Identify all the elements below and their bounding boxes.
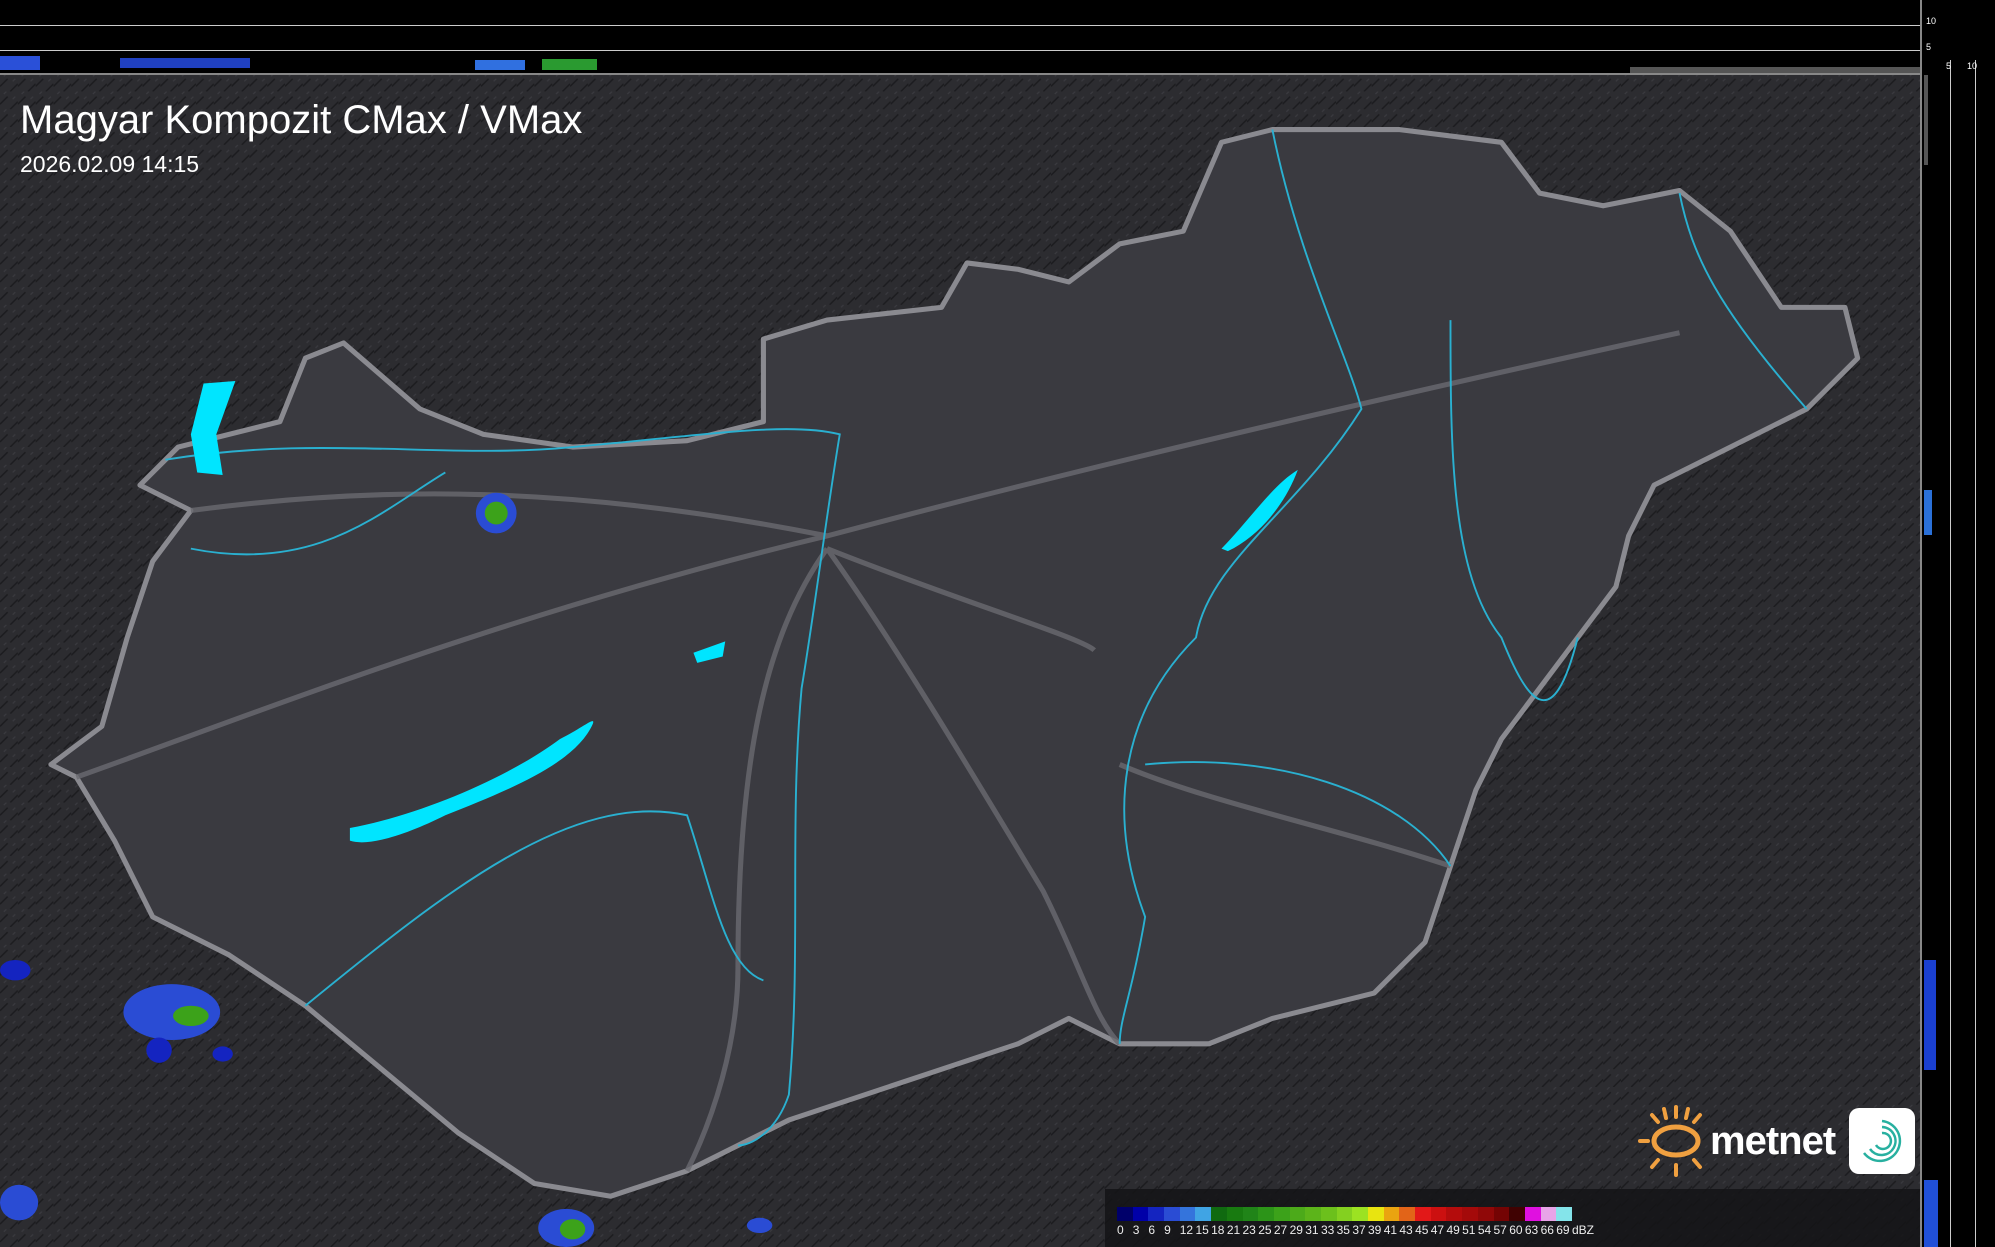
legend-swatch	[1179, 1207, 1196, 1221]
legend-label: 43	[1399, 1223, 1413, 1237]
legend-swatch	[1226, 1207, 1243, 1221]
legend-swatch	[1368, 1207, 1384, 1221]
lake-ferto	[190, 381, 236, 475]
legend-swatch	[1258, 1207, 1274, 1221]
legend-label: 37	[1352, 1223, 1366, 1237]
legend-swatch	[1289, 1207, 1306, 1221]
legend-label: 35	[1336, 1223, 1350, 1237]
lakes	[190, 381, 1298, 843]
echo-strip	[120, 58, 250, 68]
scale-line-10	[0, 25, 1920, 26]
radar-map[interactable]	[0, 75, 1920, 1247]
legend-swatch	[1462, 1207, 1478, 1221]
legend-swatch	[1540, 1207, 1557, 1221]
legend-swatch	[1399, 1207, 1416, 1221]
legend-label: 69	[1556, 1223, 1570, 1237]
legend-swatch	[1524, 1207, 1541, 1221]
terrain-strip	[1630, 67, 1920, 73]
legend-label: 60	[1509, 1223, 1523, 1237]
legend-swatch	[1336, 1207, 1353, 1221]
scale-label: 5	[1926, 42, 1932, 52]
legend-swatch	[1493, 1207, 1510, 1221]
radar-echoes	[0, 492, 773, 1247]
legend-swatch	[1477, 1207, 1494, 1221]
legend-label: 47	[1430, 1223, 1445, 1237]
legend-label: 15	[1195, 1223, 1209, 1237]
dbz-color-legend: 0 3 6 9 12 15 18 21 23 25 27 29 31 33 35 37 39 41 43 45 47 49…	[1105, 1189, 1920, 1247]
swirl-logo-icon	[1849, 1108, 1916, 1174]
legend-swatch	[1320, 1207, 1337, 1221]
legend-swatch	[1352, 1207, 1368, 1221]
page-title: Magyar Kompozit CMax / VMax	[20, 98, 583, 142]
legend-label: 29	[1289, 1223, 1303, 1237]
legend-label: 41	[1383, 1223, 1398, 1237]
legend-label: 21	[1226, 1223, 1241, 1237]
scale-label: 5	[1946, 61, 1952, 71]
legend-swatch	[1132, 1207, 1149, 1221]
legend-swatch	[1556, 1207, 1572, 1221]
scale-line-5	[0, 50, 1920, 51]
legend-swatch	[1415, 1207, 1431, 1221]
legend-label: 66	[1540, 1223, 1554, 1237]
legend-label: 39	[1368, 1223, 1382, 1237]
echo-strip	[1924, 960, 1936, 1070]
echo-strip	[475, 60, 525, 70]
echo-strip	[0, 56, 40, 70]
legend-swatch	[1430, 1207, 1447, 1221]
lake-velence	[693, 641, 726, 663]
legend-swatch	[1273, 1207, 1290, 1221]
scale-line-10	[1975, 60, 1976, 1247]
scale-label: 10	[1967, 61, 1978, 71]
legend-label: 0	[1117, 1223, 1124, 1237]
timestamp: 2026.02.09 14:15	[20, 151, 200, 177]
legend-swatch	[1509, 1207, 1525, 1221]
legend-label: 6	[1148, 1223, 1156, 1237]
metnet-logo: metnet	[1638, 1103, 1916, 1179]
legend-swatch	[1195, 1207, 1212, 1221]
scale-label: 10	[1926, 16, 1937, 26]
legend-label: 54	[1477, 1223, 1492, 1237]
legend-label: 49	[1446, 1223, 1460, 1237]
echo-strip	[1924, 1180, 1938, 1247]
legend-label: 18	[1211, 1223, 1225, 1237]
right-cross-section-strip: 10 5 5 10	[1920, 0, 1995, 1247]
echo-strip	[1924, 490, 1932, 535]
legend-label: 57	[1493, 1223, 1507, 1237]
legend-label: 9	[1164, 1223, 1171, 1237]
echo-strip	[542, 59, 597, 70]
terrain-strip	[1924, 75, 1928, 165]
lake-tisza	[1221, 469, 1298, 552]
legend-swatch	[1148, 1207, 1165, 1221]
legend-swatch	[1164, 1207, 1180, 1221]
legend-label: 12	[1179, 1223, 1194, 1237]
legend-swatch	[1117, 1207, 1133, 1221]
legend-swatch	[1383, 1207, 1400, 1221]
legend-swatch	[1242, 1207, 1259, 1221]
logo-text: metnet	[1710, 1118, 1836, 1163]
legend-label: 63	[1524, 1223, 1539, 1237]
legend-label: 45	[1415, 1223, 1429, 1237]
legend-label: 3	[1132, 1223, 1140, 1237]
legend-labels: 0 3 6 9 12 15 18 21 23 25 27 29 31 33 35 37 39 41 43 45 47 49…	[1117, 1223, 1599, 1237]
lake-balaton	[349, 721, 594, 843]
legend-unit: dBZ	[1571, 1223, 1594, 1237]
legend-swatch	[1446, 1207, 1463, 1221]
rivers	[165, 129, 1808, 1147]
scale-line-5	[1950, 60, 1951, 1247]
sun-logo-icon	[1638, 1105, 1702, 1177]
legend-label: 31	[1305, 1223, 1319, 1237]
legend-color-bar	[1117, 1207, 1572, 1221]
legend-label: 25	[1258, 1223, 1272, 1237]
legend-swatch	[1305, 1207, 1321, 1221]
legend-label: 23	[1242, 1223, 1256, 1237]
roads	[75, 330, 1681, 1172]
legend-label: 51	[1462, 1223, 1476, 1237]
top-cross-section-strip	[0, 0, 1920, 75]
legend-label: 33	[1320, 1223, 1335, 1237]
legend-label: 27	[1273, 1223, 1288, 1237]
legend-swatch	[1211, 1207, 1227, 1221]
